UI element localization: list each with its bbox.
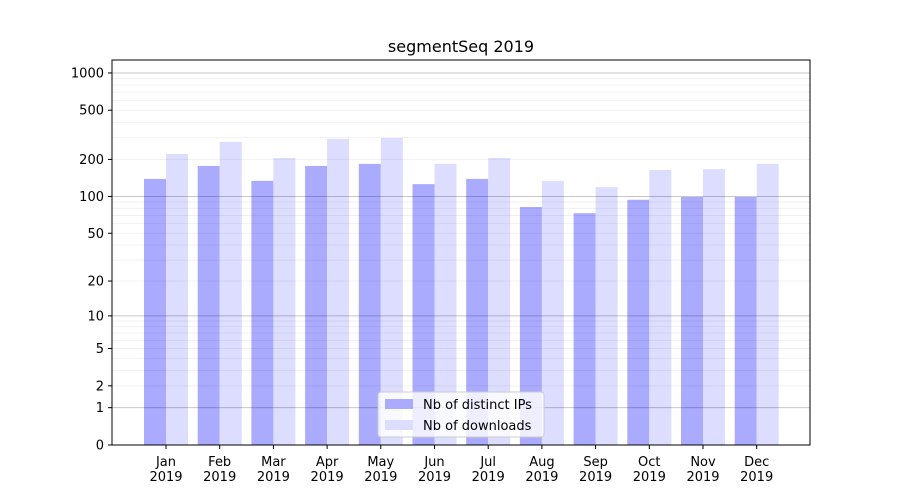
- y-tick-label: 1000: [71, 66, 104, 81]
- y-tick-label: 500: [79, 104, 104, 119]
- bar-downloads: [434, 163, 457, 445]
- bar-downloads: [756, 163, 779, 445]
- y-tick-label: 100: [79, 190, 104, 205]
- bar-downloads: [541, 180, 564, 445]
- bar-ips: [144, 178, 166, 445]
- legend-label-ips: Nb of distinct IPs: [423, 398, 532, 413]
- x-tick-label: Jul 2019: [472, 455, 505, 485]
- bar-downloads: [166, 154, 188, 445]
- x-tick-label: Dec 2019: [740, 455, 773, 485]
- y-tick-label: 2: [96, 379, 104, 394]
- y-tick-label: 50: [87, 227, 104, 242]
- chart-title: segmentSeq 2019: [388, 37, 534, 56]
- bar-downloads: [595, 187, 618, 445]
- x-tick-label: Sep 2019: [579, 455, 612, 485]
- y-tick-label: 10: [87, 309, 104, 324]
- x-tick-label: Feb 2019: [203, 455, 236, 485]
- bar-downloads: [273, 158, 296, 446]
- y-tick-label: 20: [87, 275, 104, 290]
- bar-downloads: [488, 158, 511, 446]
- x-tick-label: Apr 2019: [311, 455, 344, 485]
- bar-ips: [681, 197, 703, 445]
- bar-ips: [305, 165, 328, 445]
- bar-ips: [197, 165, 220, 445]
- bar-ips: [412, 184, 435, 445]
- bar-downloads: [703, 169, 725, 445]
- legend-swatch-ips: [385, 399, 413, 409]
- x-tick-label: Mar 2019: [257, 455, 290, 485]
- bar-downloads: [327, 138, 350, 445]
- y-tick-label: 0: [96, 439, 104, 454]
- x-tick-label: May 2019: [364, 455, 397, 485]
- x-tick-label: Aug 2019: [525, 455, 558, 485]
- y-tick-label: 200: [79, 153, 104, 168]
- legend: Nb of distinct IPs Nb of downloads: [377, 391, 545, 438]
- y-tick-label: 5: [96, 342, 104, 357]
- legend-swatch-downloads: [385, 420, 413, 430]
- legend-label-downloads: Nb of downloads: [423, 419, 532, 434]
- x-tick-label: Jan 2019: [149, 455, 182, 485]
- bar-downloads: [380, 138, 403, 445]
- y-tick-label: 1: [96, 401, 104, 416]
- x-tick-label: Jun 2019: [418, 455, 451, 485]
- bar-ips: [627, 199, 650, 445]
- bar-ips: [734, 197, 757, 445]
- bar-downloads: [219, 141, 242, 445]
- bar-downloads: [649, 170, 672, 446]
- bar-ips: [519, 207, 542, 445]
- plot-frame: [111, 59, 811, 446]
- bar-ips: [573, 213, 596, 445]
- bar-ips: [251, 180, 274, 445]
- x-tick-label: Oct 2019: [633, 455, 666, 485]
- bar-ips: [358, 163, 381, 445]
- x-tick-label: Nov 2019: [686, 455, 719, 485]
- bar-ips: [466, 178, 489, 445]
